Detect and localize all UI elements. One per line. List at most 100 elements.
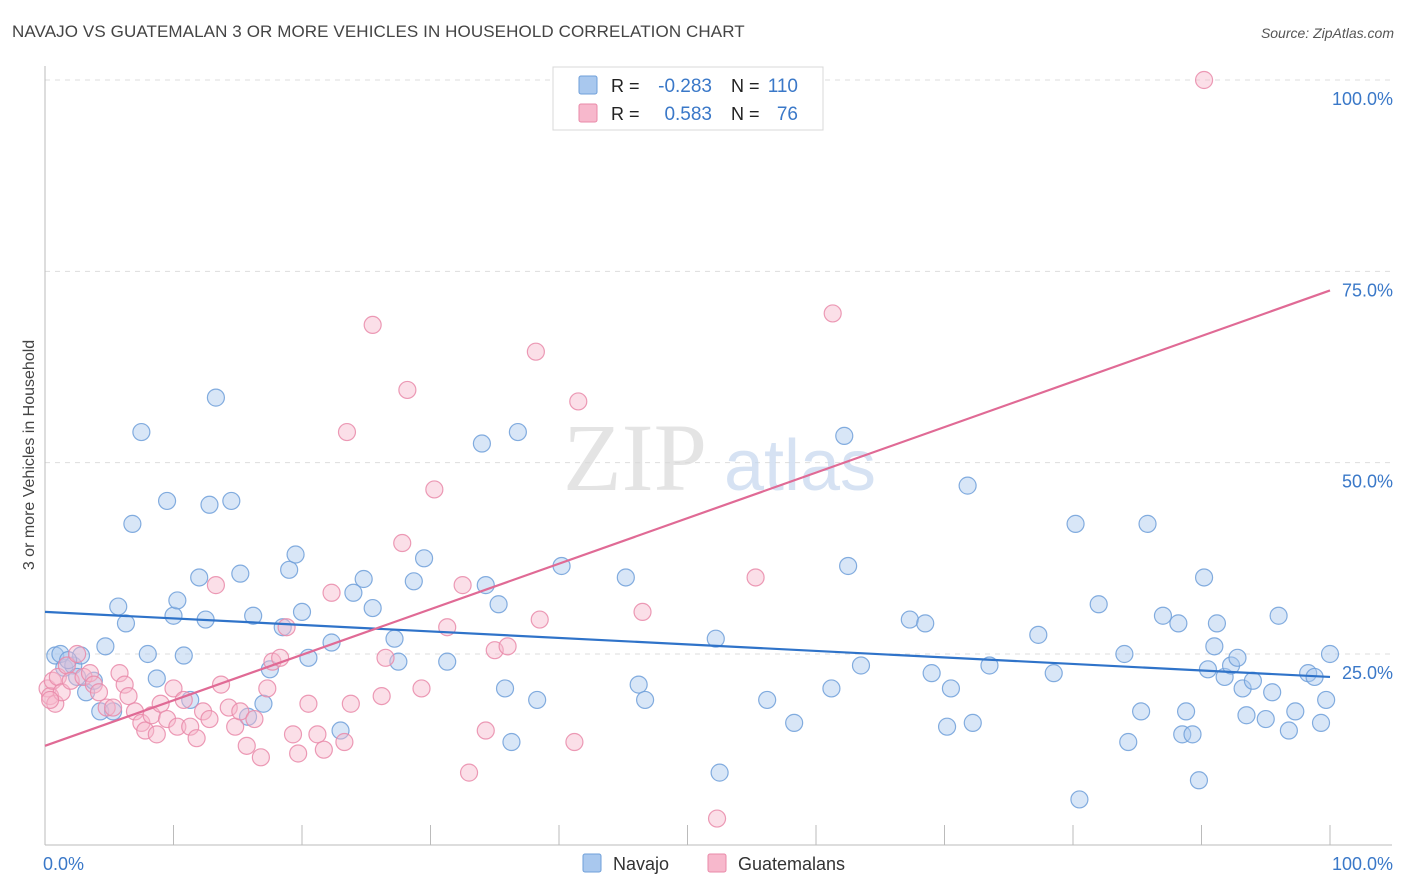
navajo-point-47 <box>489 595 508 614</box>
navajo-point-65 <box>916 614 935 633</box>
navajo-point-69 <box>958 476 977 495</box>
navajo-point-90 <box>1207 614 1227 633</box>
navajo-point-31 <box>280 560 299 579</box>
navajo-r-value: -0.283 <box>658 76 712 97</box>
navajo-point-44 <box>438 652 457 671</box>
navajo-point-37 <box>344 583 363 602</box>
guatemalan-point-17 <box>119 686 138 706</box>
navajo-point-27 <box>244 606 263 625</box>
guatemalan-points <box>38 70 1214 828</box>
legend-item-guatemalans: Guatemalans <box>707 853 845 874</box>
guatemalan-point-74 <box>1194 70 1214 90</box>
trend-lines <box>44 289 1331 747</box>
guatemalan-point-15 <box>110 664 129 683</box>
guatemalan-point-73 <box>823 304 842 323</box>
guatemalan-point-55 <box>372 686 391 706</box>
navajo-point-81 <box>1153 606 1173 625</box>
guatemalan-point-52 <box>341 694 360 713</box>
guatemalan-point-43 <box>277 618 296 637</box>
navajo-point-46 <box>476 576 495 595</box>
navajo-point-50 <box>508 422 527 442</box>
navajo-point-48 <box>495 679 515 698</box>
navajo-r-label: R = <box>611 76 640 96</box>
guatemalan-point-72 <box>746 568 765 587</box>
navajo-point-39 <box>363 598 382 618</box>
navajo-point-66 <box>922 664 941 683</box>
guatemalan-point-57 <box>398 380 417 400</box>
navajo-point-54 <box>629 675 648 694</box>
guatemalan-point-54 <box>376 648 395 667</box>
guatemalan-point-56 <box>393 533 412 553</box>
navajo-point-23 <box>206 388 226 407</box>
guatemalan-n-value: 76 <box>777 104 798 125</box>
guatemalan-point-70 <box>633 602 652 622</box>
navajo-point-72 <box>1029 625 1048 644</box>
stats-row-navajo: R = -0.283 N = 110 <box>578 75 798 97</box>
y-axis-label: 3 or more Vehicles in Household <box>21 340 38 570</box>
navajo-point-10 <box>116 614 136 633</box>
navajo-point-55 <box>635 690 655 710</box>
source-label: Source: ZipAtlas.com <box>1260 25 1394 41</box>
legend-label-navajo: Navajo <box>613 854 669 874</box>
guatemalan-point-67 <box>530 610 549 629</box>
guatemalan-point-22 <box>147 725 166 744</box>
guatemalan-trend-line <box>44 289 1331 747</box>
guatemalan-point-16 <box>115 675 134 694</box>
guatemalan-point-25 <box>164 679 183 698</box>
navajo-point-11 <box>123 514 142 533</box>
navajo-point-97 <box>1256 709 1275 729</box>
navajo-point-49 <box>502 732 521 752</box>
navajo-point-86 <box>1189 771 1209 790</box>
watermark-zip: ZIP <box>563 404 707 511</box>
x-tick-label-0: 0.0% <box>43 854 84 874</box>
navajo-point-77 <box>1115 644 1134 664</box>
navajo-point-93 <box>1228 648 1247 667</box>
navajo-point-75 <box>1070 790 1089 809</box>
navajo-point-36 <box>331 721 350 740</box>
navajo-point-60 <box>822 679 841 698</box>
navajo-points <box>46 388 1340 809</box>
stats-row-guatemalans: R = 0.583 N = 76 <box>578 103 798 125</box>
navajo-point-42 <box>404 572 423 591</box>
legend-label-guatemalans: Guatemalans <box>738 854 845 874</box>
navajo-point-24 <box>222 491 241 511</box>
guatemalan-point-53 <box>363 315 382 335</box>
navajo-n-value: 110 <box>768 76 798 97</box>
navajo-point-62 <box>839 556 858 576</box>
navajo-point-89 <box>1205 637 1224 656</box>
guatemalan-r-value: 0.583 <box>664 104 712 125</box>
navajo-point-99 <box>1269 606 1288 625</box>
navajo-point-88 <box>1198 660 1218 679</box>
guatemalan-n-label: N = <box>731 104 760 124</box>
navajo-point-56 <box>706 629 725 648</box>
guatemalan-point-20 <box>136 721 155 740</box>
guatemalan-point-39 <box>251 748 270 767</box>
legend-swatch-guatemalans <box>707 853 727 873</box>
navajo-point-20 <box>190 568 209 587</box>
legend: Navajo Guatemalans <box>582 853 845 874</box>
legend-item-navajo: Navajo <box>582 853 669 874</box>
guatemalan-point-36 <box>231 702 250 721</box>
guatemalan-point-40 <box>258 679 277 698</box>
navajo-point-13 <box>138 644 157 664</box>
navajo-point-33 <box>292 602 312 622</box>
navajo-point-7 <box>96 637 115 656</box>
navajo-point-79 <box>1132 702 1151 721</box>
navajo-point-64 <box>900 610 919 629</box>
navajo-point-68 <box>941 679 961 698</box>
guatemalan-point-61 <box>453 576 472 595</box>
guatemalan-point-59 <box>425 480 444 499</box>
navajo-point-78 <box>1119 732 1138 752</box>
navajo-point-63 <box>851 656 871 675</box>
navajo-point-15 <box>157 491 177 511</box>
navajo-point-73 <box>1044 664 1063 683</box>
guatemalan-point-48 <box>314 740 333 759</box>
navajo-point-96 <box>1243 671 1263 690</box>
guatemalan-point-6 <box>57 656 76 675</box>
navajo-point-58 <box>758 690 777 710</box>
guatemalan-point-58 <box>412 679 431 698</box>
guatemalan-point-29 <box>187 729 206 748</box>
guatemalan-swatch <box>578 103 598 123</box>
navajo-point-70 <box>963 713 982 732</box>
guatemalan-r-label: R = <box>611 104 640 124</box>
